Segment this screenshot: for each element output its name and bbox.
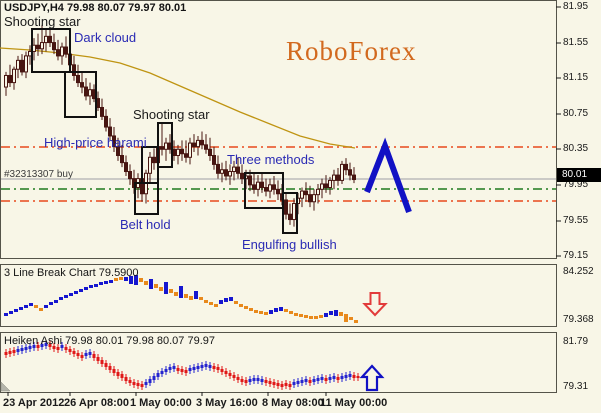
pattern-annotation: Belt hold [120,217,171,232]
price-axis-tick-label: 81.95 [563,1,589,12]
indicator-axis-label: 79.31 [563,381,589,392]
time-axis-label: 8 May 08:00 [262,397,324,409]
price-axis-tick-label: 81.55 [563,37,589,48]
pattern-annotation: Engulfing bullish [242,237,337,252]
pattern-annotation: Three methods [227,152,315,167]
price-axis-tick-label: 81.15 [563,72,589,83]
time-axis-label: 23 Apr 2012 [3,397,65,409]
heiken-ashi-panel[interactable] [0,332,557,393]
broker-watermark: RoboForex [286,36,417,66]
line-break-indicator-label: 3 Line Break Chart 79.5900 [4,267,139,279]
time-axis-label: 26 Apr 08:00 [64,397,130,409]
pattern-annotation: Shooting star [133,107,210,122]
price-axis-tick-label: 79.95 [563,179,589,190]
indicator-axis-label: 79.368 [563,314,594,325]
price-axis-tick-label: 80.75 [563,108,589,119]
pattern-annotation: Shooting star [4,14,81,29]
pattern-annotation: High-price harami [44,135,147,150]
heiken-ashi-indicator-label: Heiken Ashi 79.98 80.01 79.98 80.07 79.9… [4,335,216,347]
price-axis-tick-label: 79.55 [563,215,589,226]
indicator-axis-label: 84.252 [563,266,594,277]
chart-title: USDJPY,H4 79.98 80.07 79.97 80.01 [4,2,187,14]
indicator-axis-label: 81.79 [563,336,589,347]
price-axis-tick-label: 79.15 [563,250,589,261]
time-axis-label: 3 May 16:00 [196,397,258,409]
pattern-annotation: Dark cloud [74,30,137,45]
time-axis-label: 11 May 00:00 [320,397,388,409]
price-axis-tick-label: 80.35 [563,143,589,154]
order-line-label: #32313307 buy [4,169,73,180]
current-price-badge: 80.01 [557,168,601,182]
line-break-panel[interactable] [0,264,557,327]
time-axis-label: 1 May 00:00 [130,397,192,409]
